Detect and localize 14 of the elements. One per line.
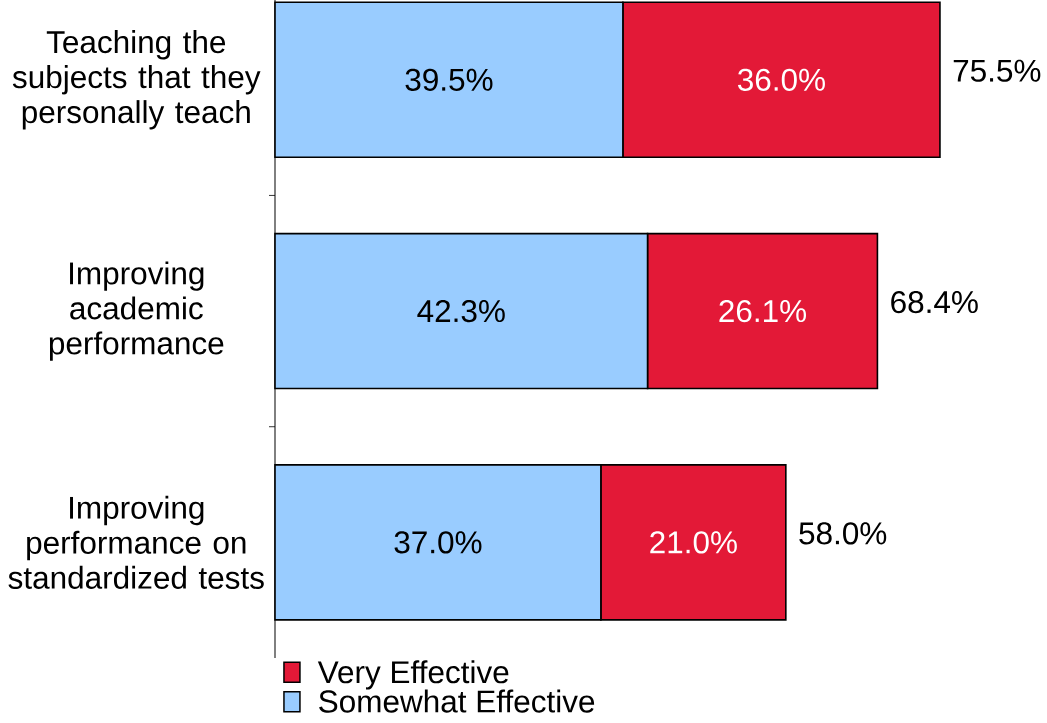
data-label: 39.5% [405,68,493,91]
data-label: 42.3% [417,299,505,323]
data-label: 36.0% [737,68,825,91]
y-tick-label: Improving performance on standardized tests [8,495,264,589]
data-label: 37.0% [394,531,482,554]
data-label: 26.1% [719,299,807,323]
data-label: 21.0% [650,531,737,554]
legend-label: Very Effective [317,660,509,690]
y-tick-label: Teaching the subjects that they personally teach [12,30,261,130]
legend-label: Somewhat Effective [319,689,595,713]
total-label: 68.4% [891,290,978,314]
total-label: 75.5% [953,59,1041,82]
y-tick-label: Improving academic performance [49,261,224,361]
total-label: 58.0% [799,522,887,545]
